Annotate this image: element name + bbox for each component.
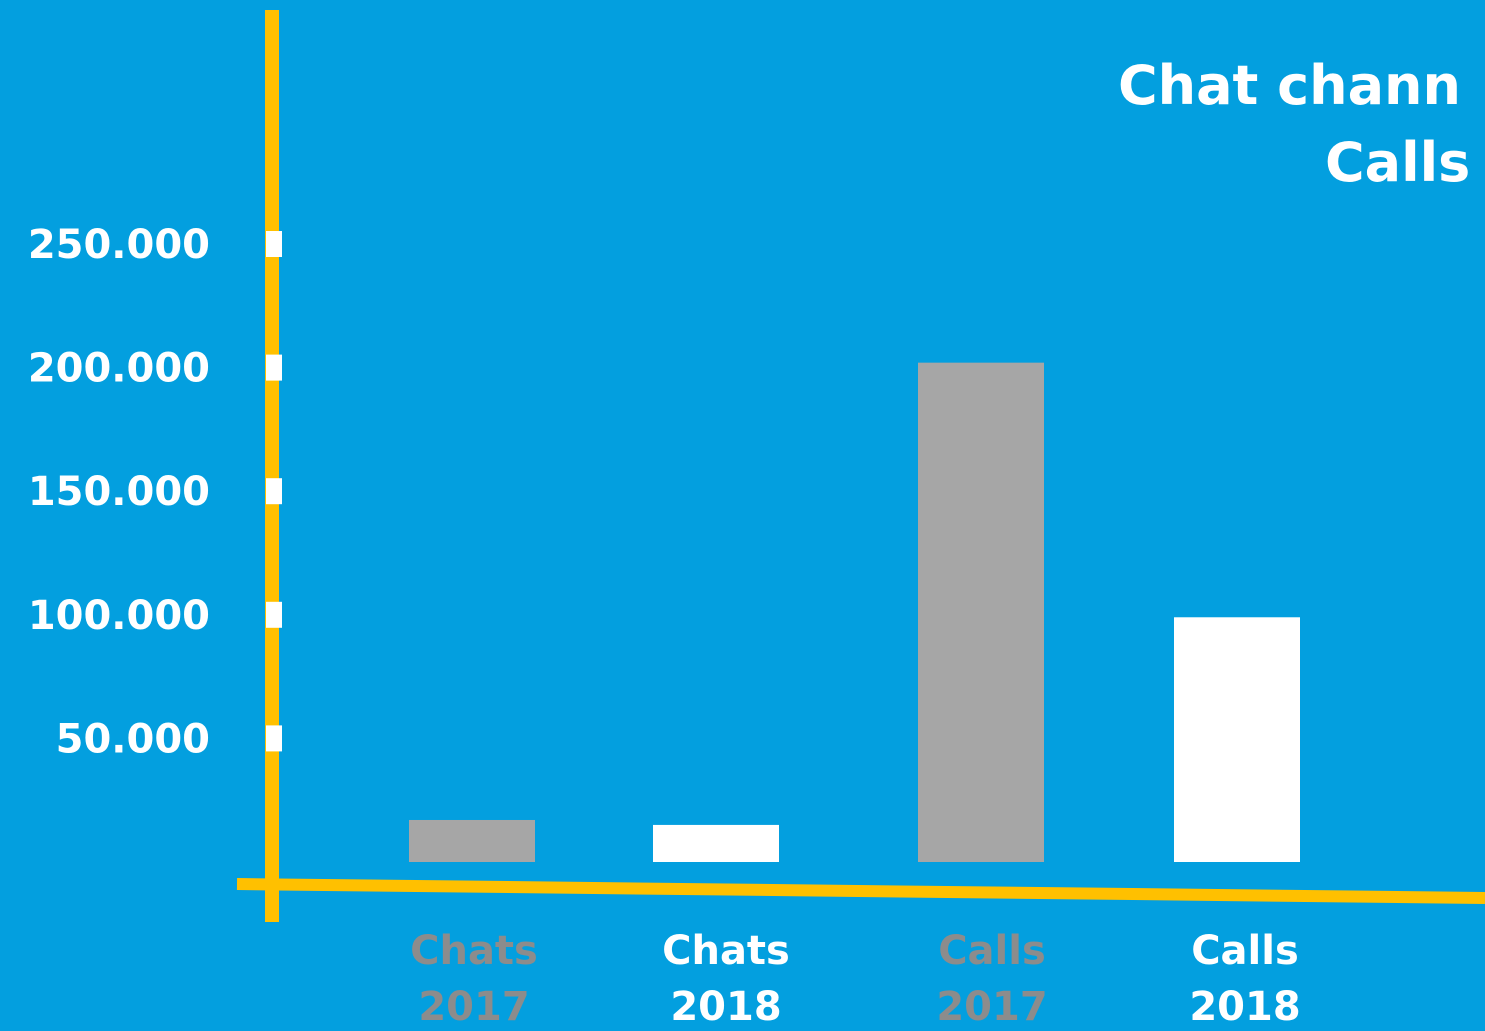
x-category-label: 2017 — [936, 984, 1047, 1030]
y-tick-mark — [266, 231, 282, 257]
y-tick-label: 150.000 — [28, 469, 210, 515]
y-tick-mark — [266, 354, 282, 381]
x-labels-group: Chats 2017 Chats 2018 Calls 2017 Calls 2018 — [410, 928, 1301, 1030]
x-category-label: 2018 — [1189, 984, 1300, 1030]
title-line-2: Calls — [1325, 131, 1470, 194]
bar-chats-2018 — [653, 824, 779, 862]
bars-group — [409, 362, 1300, 862]
y-ticks-group: 50.000 100.000 150.000 200.000 250.000 — [28, 222, 282, 762]
bar-calls-2017 — [918, 362, 1044, 862]
y-tick-label: 100.000 — [28, 593, 210, 639]
axes-group — [236, 10, 1485, 922]
title-line-1: Chat chann — [1118, 54, 1461, 117]
y-tick-mark — [266, 725, 282, 752]
chart-title: Chat chann Calls — [1118, 54, 1470, 194]
x-axis-line — [236, 878, 1485, 904]
x-category-label: 2017 — [418, 984, 529, 1030]
x-category-label: Calls — [1191, 928, 1299, 974]
x-category-label: Chats — [410, 928, 538, 974]
x-category-label: Chats — [662, 928, 790, 974]
y-tick-label: 250.000 — [28, 222, 210, 268]
y-tick-label: 200.000 — [28, 346, 210, 392]
bar-calls-2018 — [1174, 617, 1300, 862]
x-category-label: Calls — [938, 928, 1046, 974]
y-tick-mark — [266, 601, 282, 628]
x-category-label: 2018 — [670, 984, 781, 1030]
bar-chats-2017 — [409, 819, 535, 862]
y-tick-mark — [266, 478, 282, 505]
y-tick-label: 50.000 — [56, 716, 210, 762]
